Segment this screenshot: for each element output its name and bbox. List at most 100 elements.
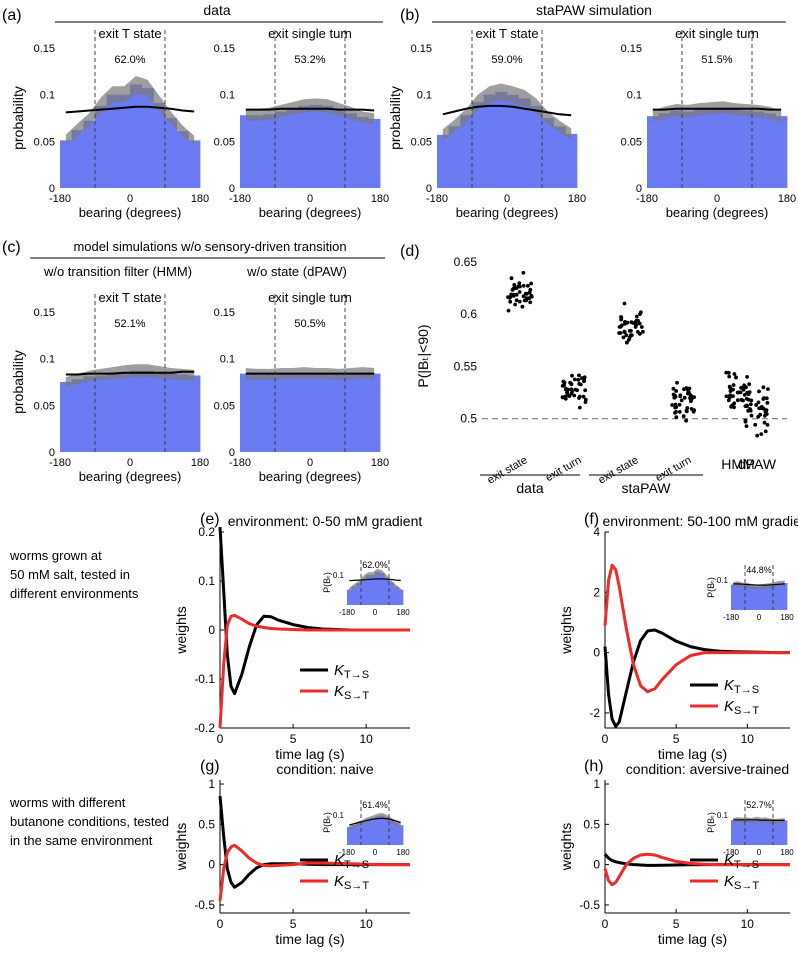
subplot-title: condition: aversive-trained <box>626 761 789 777</box>
histogram-bar <box>130 370 143 452</box>
y-tick-label: 0.55 <box>454 359 478 373</box>
data-point <box>577 382 582 386</box>
histogram-bar <box>717 107 730 188</box>
legend-entry: KT→S <box>334 852 369 871</box>
kernel-s-to-t-line <box>603 563 790 694</box>
data-point <box>565 390 570 395</box>
x-tick-label: -180 <box>229 457 251 469</box>
data-point <box>583 400 588 404</box>
x-axis-label: bearing (degrees) <box>259 469 362 484</box>
inset-y-label: P(Bₜ) <box>322 812 332 833</box>
histogram-bar <box>368 118 381 188</box>
fitted-curve <box>349 578 401 582</box>
data-point <box>524 298 529 303</box>
histogram-bar <box>398 825 404 845</box>
histogram-bar <box>275 111 288 188</box>
histogram-bar <box>95 105 108 188</box>
data-point <box>682 387 686 392</box>
legend-entry: KS→T <box>724 698 759 717</box>
histogram-bar <box>60 382 73 452</box>
data-point <box>764 396 769 401</box>
y-tick-label: 0.05 <box>214 400 235 412</box>
percentage-label: 53.2% <box>294 54 325 66</box>
histogram-bar <box>361 578 367 605</box>
data-point <box>727 374 732 379</box>
data-point <box>514 286 519 290</box>
histogram-bar <box>60 140 73 188</box>
histogram-bar <box>176 131 189 188</box>
histogram-bar <box>365 819 371 845</box>
kernel-s-to-t-line <box>603 852 790 887</box>
data-point <box>509 276 514 281</box>
y-tick-label: 0 <box>426 183 432 195</box>
header-a: data <box>203 2 230 18</box>
data-point <box>625 340 629 345</box>
fitted-curve <box>652 107 782 111</box>
inset-x-tick: 0 <box>757 848 762 857</box>
panel-label-f: (f) <box>584 511 599 528</box>
data-point <box>620 323 624 328</box>
histogram-bar <box>365 575 371 605</box>
histogram-bar <box>83 376 96 452</box>
y-tick-label: 0.5 <box>198 817 215 831</box>
x-tick-label: -180 <box>49 193 71 205</box>
y-tick-label: 0.1 <box>40 354 55 366</box>
y-tick-label: 0.1 <box>198 574 215 588</box>
histogram-bar <box>71 130 84 188</box>
histogram-bar <box>351 825 357 845</box>
data-point <box>670 403 674 407</box>
histogram-bar <box>735 819 741 845</box>
y-tick-label: 0 <box>208 623 215 637</box>
data-point <box>731 394 735 398</box>
data-point <box>763 410 768 415</box>
histogram-bar <box>763 586 769 610</box>
x-axis-label: time lag (s) <box>275 746 344 762</box>
y-tick-label: 0.05 <box>214 136 235 148</box>
histogram-bar <box>356 583 362 605</box>
data-point <box>687 390 691 395</box>
x-axis-label: bearing (degrees) <box>79 205 182 220</box>
kernel-s-to-t-line <box>218 613 410 729</box>
data-point <box>618 331 623 335</box>
x-axis-label: time lag (s) <box>658 931 727 947</box>
y-tick-label: 0.05 <box>621 136 642 148</box>
inset-x-tick: 0 <box>373 848 378 857</box>
data-point <box>678 393 683 398</box>
y-tick-label: -0.5 <box>579 898 600 912</box>
histogram-bar <box>347 589 353 605</box>
histogram-bar <box>731 584 737 610</box>
data-point <box>507 296 512 300</box>
data-point <box>561 379 566 384</box>
data-point <box>572 393 577 398</box>
data-point <box>732 405 736 410</box>
chart-h-inset: 52.7% 0.1 -180 0 180 P(Bₜ) <box>706 800 794 857</box>
side-note-line: worms with different <box>10 795 126 810</box>
histogram-bar <box>542 118 555 188</box>
panel-label-b: (b) <box>400 7 420 24</box>
fitted-curve <box>733 583 785 586</box>
fitted-curve <box>442 104 572 117</box>
legend-entry: KT→S <box>724 677 759 696</box>
y-tick-label: 2 <box>593 585 600 599</box>
histogram-bar <box>298 105 311 188</box>
data-point <box>619 315 624 320</box>
data-point <box>521 270 526 275</box>
histogram-bar <box>310 373 323 452</box>
data-point <box>517 281 522 286</box>
legend-subscript: S→T <box>344 880 369 892</box>
histogram-bar <box>658 113 671 188</box>
data-point <box>744 424 749 428</box>
histogram-bar <box>176 374 189 452</box>
x-tick-label: 180 <box>568 193 586 205</box>
histogram-bar <box>448 126 461 188</box>
histogram-bar <box>188 140 201 188</box>
percentage-label: 51.5% <box>701 54 732 66</box>
histogram-bar <box>384 577 390 605</box>
histogram-bar <box>361 821 367 845</box>
data-point <box>671 392 676 397</box>
data-point <box>671 386 676 391</box>
data-point <box>766 387 770 391</box>
